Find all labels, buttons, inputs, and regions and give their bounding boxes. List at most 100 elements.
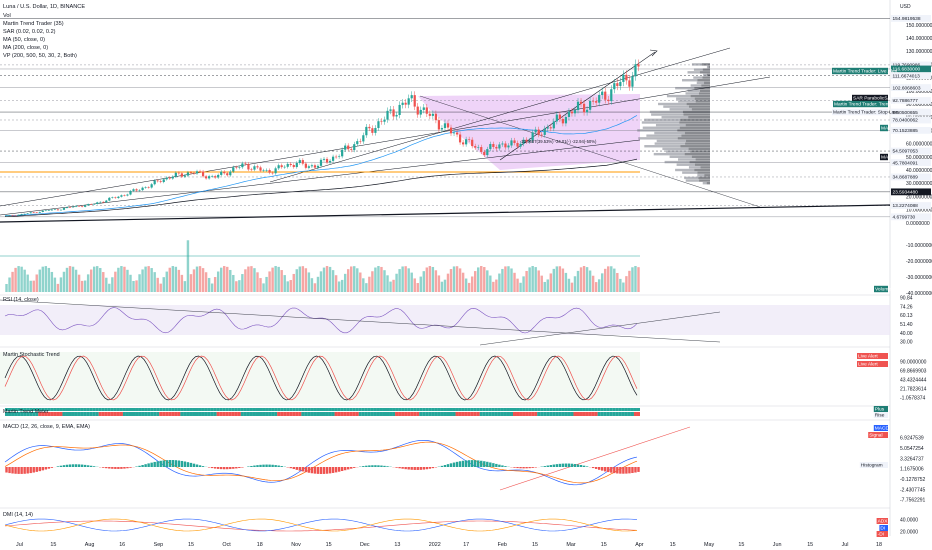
volume-bar (528, 267, 531, 292)
candle-body (631, 76, 634, 87)
price-tag (891, 65, 931, 73)
rsi-pane[interactable] (0, 299, 890, 346)
trend-meter-title[interactable]: Martin Trend Meter (3, 409, 49, 415)
volume-bar (591, 275, 595, 292)
candle-body (374, 127, 377, 133)
macd-title[interactable]: MACD (12, 26, close, 9, EMA, EMA) (3, 424, 90, 430)
meter-cell (567, 412, 571, 416)
volume-pane[interactable] (5, 240, 640, 292)
meter-cell (307, 412, 311, 416)
histogram-bar (105, 467, 108, 469)
volume-bar (153, 272, 156, 292)
meter-cell (313, 412, 317, 416)
meter-cell (47, 408, 51, 411)
histogram-bar (395, 467, 398, 468)
meter-cell (588, 408, 592, 411)
candle-body (250, 169, 253, 171)
price-tick-label: 30.0000000 (906, 181, 932, 187)
meter-cell (246, 412, 250, 416)
volume-bar (325, 266, 329, 292)
legend-item[interactable]: VP (200, 500, 50, 30, 2, Both) (3, 53, 77, 59)
volume-profile-bar (701, 63, 710, 66)
histogram-bar (616, 467, 619, 474)
candle-body (235, 167, 238, 168)
meter-cell (95, 408, 99, 411)
meter-cell (177, 412, 181, 416)
candle-body (625, 74, 628, 81)
meter-cell (177, 408, 181, 411)
meter-cell (53, 408, 57, 411)
meter-cell (633, 412, 637, 416)
volume-profile-bar (666, 94, 691, 98)
histogram-bar (174, 460, 178, 467)
candle-body (347, 145, 350, 150)
meter-cell (138, 412, 142, 416)
meter-cell (38, 408, 42, 411)
volume-bar (123, 266, 126, 292)
candle-body (601, 91, 604, 96)
price-tag (891, 15, 931, 22)
meter-cell (20, 408, 24, 411)
histogram-bar (289, 467, 292, 469)
meter-cell (86, 408, 90, 411)
dmi-pane[interactable] (4, 518, 638, 532)
volume-profile-bar (689, 160, 710, 164)
legend-item[interactable]: Vol (3, 13, 11, 19)
stochastic-pane[interactable] (0, 352, 640, 404)
dmi-title[interactable]: DMI (14, 14) (3, 512, 33, 518)
volume-profile-bar (644, 145, 681, 148)
rsi-title[interactable]: RSI (14, close) (3, 297, 39, 303)
time-tick-label: 15 (807, 542, 813, 548)
meter-cell (624, 408, 628, 411)
legend-item[interactable]: SAR (0.02, 0.02, 0.2) (3, 29, 56, 35)
candle-body (362, 135, 365, 142)
candle-body (32, 212, 35, 213)
time-tick-label: Mar (566, 542, 575, 548)
meter-cell (277, 412, 281, 416)
histogram-bar (11, 467, 14, 474)
stoch-title[interactable]: Martin Stochastic Trend (3, 352, 60, 358)
volume-bar (59, 277, 63, 292)
meter-cell (516, 408, 520, 411)
price-pane[interactable]: -22.9687(39.53%) -24.01(-) -22.94(-50%) (0, 18, 891, 223)
volume-bar (353, 266, 356, 292)
candle-body (610, 89, 613, 102)
legend-item[interactable]: MA (50, close, 0) (3, 37, 45, 43)
meter-cell (292, 408, 296, 411)
meter-cell (633, 408, 637, 411)
volume-bar (307, 272, 311, 292)
histogram-bar (552, 464, 556, 467)
time-axis[interactable]: Jul 15 Aug 16 Sep 15 Oct 18 Nov 15 Dec 13 2022 17 Feb 1… (16, 542, 882, 548)
candle-body (38, 211, 41, 213)
meter-cell (249, 408, 253, 411)
price-tag (891, 147, 931, 155)
meter-cell (425, 412, 429, 416)
meter-cell (630, 412, 634, 416)
meter-cell (228, 412, 232, 416)
time-tick-label: 15 (670, 542, 676, 548)
meter-cell (352, 412, 356, 416)
meter-cell (17, 408, 21, 411)
histogram-bar (150, 462, 153, 467)
legend-item[interactable]: Martin Trend Trader (35) (3, 21, 64, 27)
histogram-bar (455, 461, 459, 467)
meter-cell (355, 408, 359, 411)
volume-bar (235, 281, 238, 292)
histogram-bar (153, 461, 156, 467)
trend-meter-pane[interactable] (5, 408, 640, 416)
candle-body (195, 171, 199, 174)
volume-bar (114, 271, 117, 292)
histogram-bar (219, 467, 223, 470)
candle-body (371, 128, 374, 133)
meter-cell (156, 412, 160, 416)
meter-cell (295, 408, 299, 411)
meter-cell (289, 412, 293, 416)
volume-profile-bar (682, 110, 710, 114)
legend-item[interactable]: MA (200, close, 0) (3, 45, 48, 51)
meter-cell (83, 408, 87, 411)
volume-profile-bar (694, 168, 710, 172)
candle-body (220, 171, 223, 175)
macd-pane[interactable] (4, 426, 691, 491)
volume-profile-bar (695, 158, 710, 161)
volume-profile-bar (688, 116, 710, 119)
